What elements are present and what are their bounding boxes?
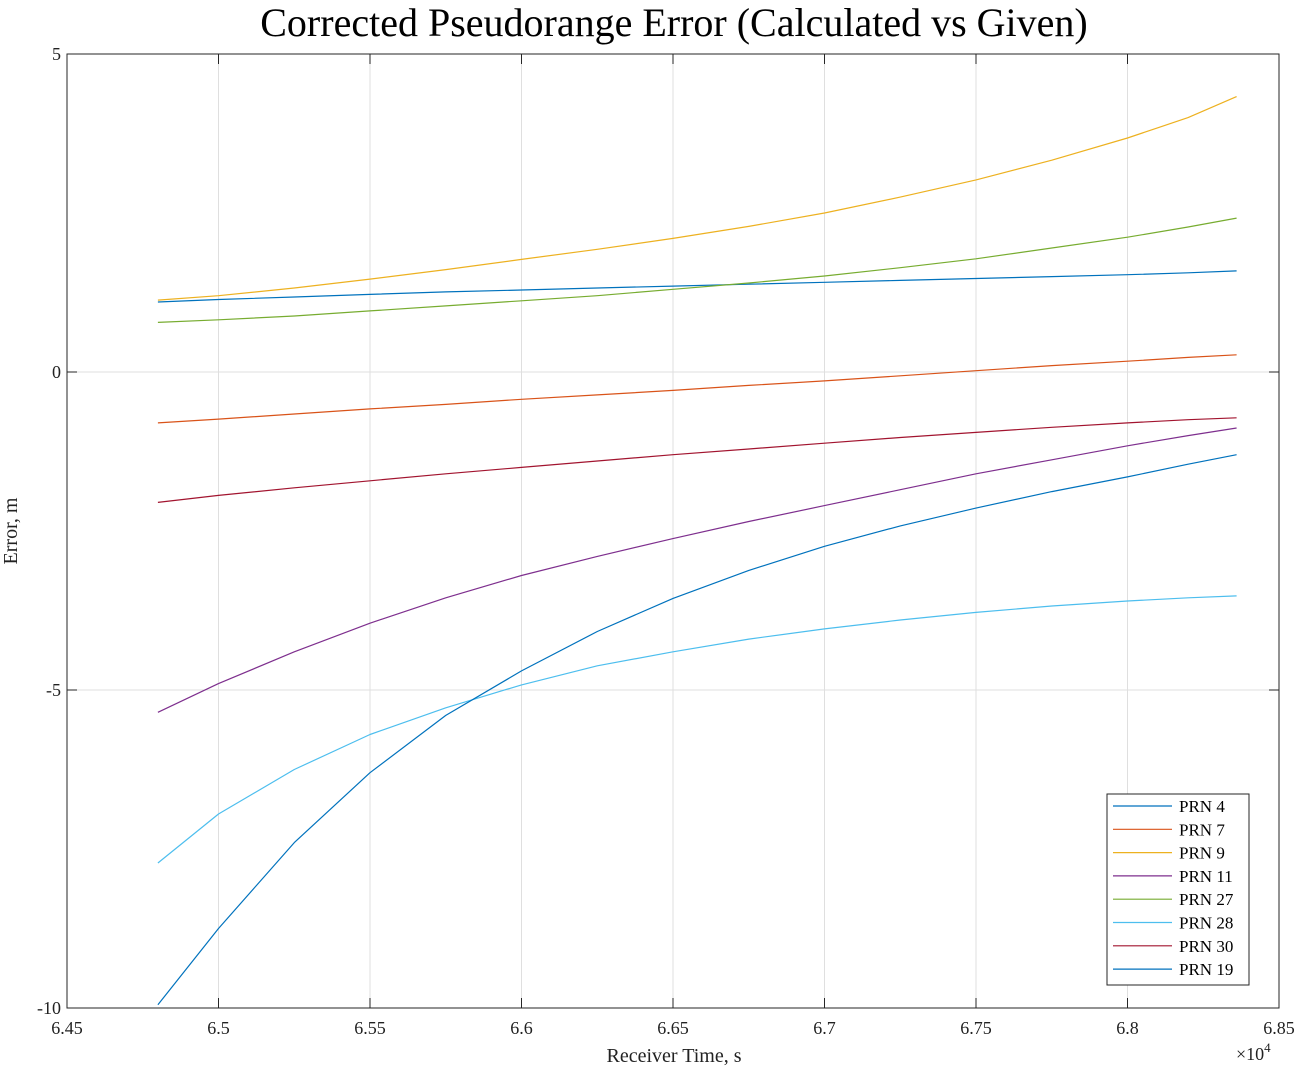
x-tick-label: 6.8 bbox=[1116, 1018, 1139, 1038]
series-line-prn-11 bbox=[157, 427, 1237, 713]
x-axis-multiplier-base: ×10 bbox=[1236, 1044, 1264, 1064]
series-line-prn-7 bbox=[157, 354, 1237, 424]
x-tick-label: 6.65 bbox=[657, 1018, 689, 1038]
y-tick-label: -5 bbox=[46, 680, 61, 700]
series-line-prn-9 bbox=[157, 96, 1237, 301]
legend-label-prn-28: PRN 28 bbox=[1179, 914, 1233, 933]
x-axis-multiplier-exponent: 4 bbox=[1264, 1040, 1271, 1055]
x-tick-label: 6.5 bbox=[207, 1018, 230, 1038]
series-line-prn-4 bbox=[157, 270, 1237, 303]
legend-label-prn-19: PRN 19 bbox=[1179, 960, 1233, 979]
series-line-prn-27 bbox=[157, 217, 1237, 323]
chart-title: Corrected Pseudorange Error (Calculated … bbox=[260, 0, 1087, 45]
x-axis-label: Receiver Time, s bbox=[607, 1045, 742, 1067]
x-tick-label: 6.55 bbox=[354, 1018, 386, 1038]
legend-box bbox=[1106, 793, 1250, 986]
x-tick-label: 6.45 bbox=[51, 1018, 83, 1038]
y-axis-label: Error, m bbox=[0, 497, 22, 564]
series-lines bbox=[157, 96, 1237, 1006]
series-line-prn-19 bbox=[157, 454, 1237, 1006]
axis-ticks: 6.45 6.5 6.55 6.6 6.65 6.7 6.75 6.8 6.85 5 0 -5 -10 bbox=[37, 44, 1295, 1038]
series-line-prn-30 bbox=[157, 417, 1237, 503]
series-line-prn-28 bbox=[157, 595, 1237, 864]
x-tick-label: 6.6 bbox=[510, 1018, 533, 1038]
y-tick-label: 0 bbox=[52, 362, 61, 382]
legend: PRN 4 PRN 7 PRN 9 PRN 11 PRN 27 PRN 28 PRN 30 P… bbox=[1106, 793, 1250, 986]
x-tick-label: 6.85 bbox=[1263, 1018, 1295, 1038]
x-tick-label: 6.7 bbox=[813, 1018, 836, 1038]
legend-label-prn-9: PRN 9 bbox=[1179, 844, 1225, 863]
x-tick-label: 6.75 bbox=[960, 1018, 992, 1038]
x-axis-multiplier: ×104 bbox=[1236, 1040, 1271, 1064]
legend-label-prn-4: PRN 4 bbox=[1179, 797, 1225, 816]
legend-label-prn-27: PRN 27 bbox=[1179, 890, 1234, 909]
y-tick-label: -10 bbox=[37, 998, 61, 1018]
legend-label-prn-11: PRN 11 bbox=[1179, 867, 1233, 886]
grid bbox=[67, 54, 1279, 1008]
legend-label-prn-7: PRN 7 bbox=[1179, 820, 1225, 839]
y-tick-label: 5 bbox=[52, 44, 61, 64]
legend-label-prn-30: PRN 30 bbox=[1179, 937, 1233, 956]
